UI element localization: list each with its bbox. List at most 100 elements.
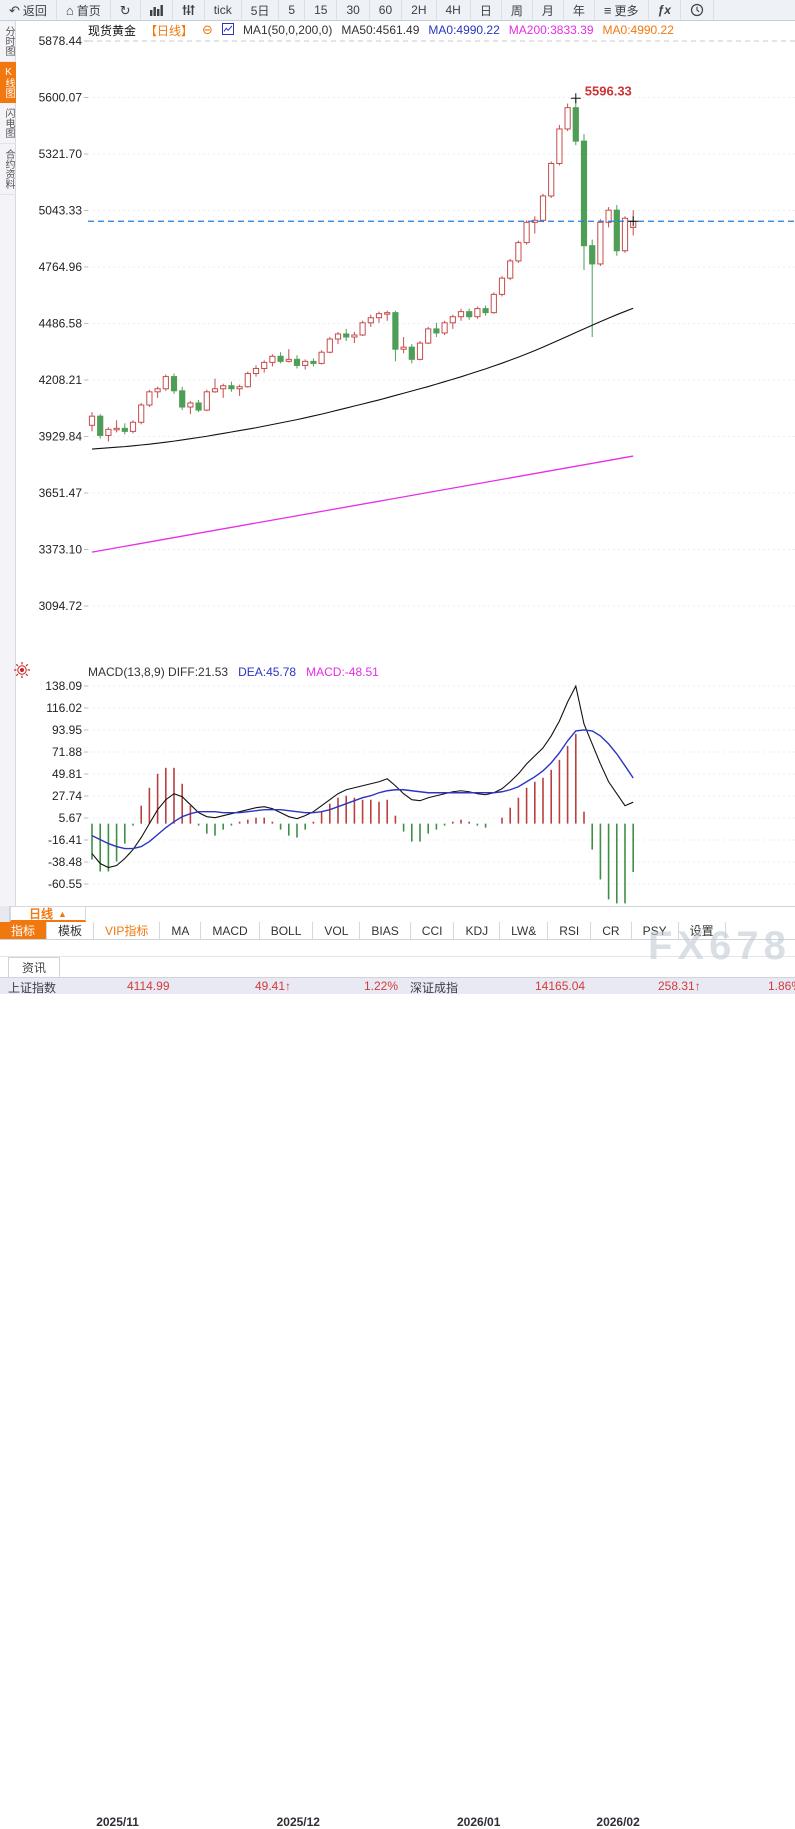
candle	[285, 349, 292, 363]
bar-chart-icon	[149, 4, 163, 16]
svg-text:5.67: 5.67	[59, 811, 83, 825]
toolbar-button-clock[interactable]	[681, 0, 714, 20]
svg-text:-38.48: -38.48	[48, 855, 82, 869]
toolbar-button-bar-chart[interactable]	[141, 0, 173, 20]
indicator-tab-BIAS[interactable]: BIAS	[360, 922, 411, 939]
candle	[507, 258, 514, 281]
svg-text:3651.47: 3651.47	[39, 486, 83, 500]
toolbar-button-label: 60	[378, 3, 393, 17]
toolbar-button-4H[interactable]: 4H	[437, 0, 471, 20]
ticker-value: 14165.04	[535, 979, 586, 993]
toolbar-button-60[interactable]: 60	[370, 0, 403, 20]
candle	[515, 240, 522, 263]
indicator-tab-指标[interactable]: 指标	[0, 922, 48, 939]
toolbar-button-label: 更多	[614, 3, 639, 18]
scrollbar-corner	[0, 906, 10, 922]
period-selector[interactable]: 日线 ▲	[10, 906, 86, 922]
candle	[474, 306, 481, 319]
crosshair-marker	[628, 216, 639, 227]
toolbar-button-label: 月	[541, 3, 554, 18]
candle	[138, 402, 145, 425]
ticker-index-name: 上证指数	[8, 981, 57, 994]
candle	[359, 320, 366, 336]
toolbar-button-ƒx[interactable]: ƒx	[649, 0, 681, 20]
indicator-tab-KDJ[interactable]: KDJ	[454, 922, 501, 939]
candle	[302, 359, 309, 370]
toolbar-button-返回[interactable]: ↶ 返回	[0, 0, 57, 20]
toolbar-button-5[interactable]: 5	[279, 0, 306, 20]
indicator-tab-RSI[interactable]: RSI	[548, 922, 592, 939]
toolbar-button-首页[interactable]: ⌂ 首页	[57, 0, 111, 20]
toolbar-button-label: 15	[314, 3, 328, 17]
sidebar-tab-分时图[interactable]: 分时图	[0, 21, 16, 62]
toolbar-button-30[interactable]: 30	[337, 0, 370, 20]
period-selector-label: 日线	[29, 907, 54, 921]
toolbar-button-5日[interactable]: 5日	[242, 0, 280, 20]
candle	[597, 219, 604, 266]
x-axis-label: 2025/11	[96, 1815, 139, 1829]
sidebar-tab-闪电图[interactable]: 闪电图	[0, 103, 16, 144]
tab-news[interactable]: 资讯	[8, 957, 60, 977]
collapse-pane-icon[interactable]: ⊖	[202, 22, 213, 37]
toolbar-button-candles[interactable]	[173, 0, 205, 20]
indicator-tab-CCI[interactable]: CCI	[411, 922, 455, 939]
candle	[539, 193, 547, 223]
toolbar-button-周[interactable]: 周	[502, 0, 533, 20]
candle	[88, 412, 96, 432]
ticker-value: 1.22%	[364, 979, 399, 993]
x-axis-label: 2026/02	[596, 1815, 640, 1829]
sidebar-tab-合约资料[interactable]: 合约资料	[0, 144, 16, 195]
macd-hist-value: MACD:-48.51	[306, 665, 379, 679]
clock-icon	[690, 3, 704, 17]
indicator-tab-MACD[interactable]: MACD	[201, 922, 260, 939]
main-chart-canvas[interactable]: 5878.44 5600.07 5321.70 5043.33 4764.96 4486.…	[16, 21, 795, 906]
indicator-tab-设置[interactable]: 设置	[679, 922, 726, 939]
menu-icon: ≡	[603, 2, 612, 18]
candle	[310, 358, 317, 367]
toolbar-button-更多[interactable]: ≡ 更多	[595, 0, 649, 20]
candle	[572, 98, 579, 146]
candle	[523, 220, 530, 245]
ma50-line	[91, 307, 634, 450]
indicator-tab-PSY[interactable]: PSY	[632, 922, 679, 939]
toolbar-button-2H[interactable]: 2H	[402, 0, 437, 20]
candle	[441, 320, 448, 335]
candle	[146, 389, 153, 408]
candle	[293, 355, 301, 369]
indicator-tab-模板[interactable]: 模板	[47, 922, 95, 939]
candle	[400, 337, 407, 354]
indicator-tab-CR[interactable]: CR	[591, 922, 632, 939]
svg-text:93.95: 93.95	[52, 723, 82, 737]
toolbar-button-日[interactable]: 日	[471, 0, 502, 20]
indicator-tab-BOLL[interactable]: BOLL	[260, 922, 314, 939]
candle	[449, 314, 456, 329]
svg-text:5043.33: 5043.33	[39, 203, 83, 217]
toolbar-button-15[interactable]: 15	[305, 0, 338, 20]
sidebar-tab-K线图[interactable]: K线图	[0, 62, 16, 103]
candle	[621, 216, 629, 253]
toolbar-button-label: 日	[479, 3, 492, 18]
svg-text:116.02: 116.02	[46, 701, 82, 715]
toolbar-button-refresh[interactable]: ↻	[111, 0, 141, 20]
ticker-value: 49.41↑	[255, 979, 292, 993]
indicator-settings-sun-icon[interactable]	[13, 661, 31, 679]
indicator-tab-VOL[interactable]: VOL	[313, 922, 361, 939]
ma50-value: MA50:4561.49	[341, 23, 420, 37]
toolbar-button-月[interactable]: 月	[533, 0, 564, 20]
candle	[384, 310, 391, 321]
toolbar-button-label: tick	[213, 3, 232, 17]
macd-diff-line	[91, 684, 634, 869]
indicator-tab-LW&[interactable]: LW&	[500, 922, 549, 939]
candle	[220, 383, 227, 398]
candle	[97, 414, 104, 439]
ma0-orange-value: MA0:4990.22	[602, 23, 674, 37]
indicator-tab-MA[interactable]: MA	[160, 922, 202, 939]
refresh-icon: ↻	[119, 2, 131, 18]
toolbar-button-年[interactable]: 年	[564, 0, 595, 20]
svg-text:-60.55: -60.55	[48, 877, 82, 891]
candle	[179, 386, 186, 411]
indicator-tab-VIP指标[interactable]: VIP指标	[94, 922, 161, 939]
toolbar-button-tick[interactable]: tick	[205, 0, 242, 20]
candle	[433, 322, 440, 338]
